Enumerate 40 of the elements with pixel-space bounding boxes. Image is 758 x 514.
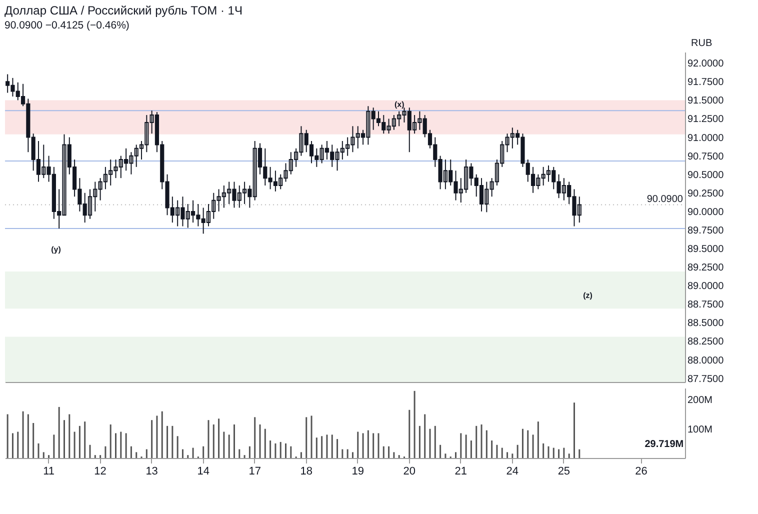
y-tick-label: 91.0000 xyxy=(688,132,724,144)
x-tick-label: 13 xyxy=(146,466,158,478)
annotation: 29.719M xyxy=(644,439,684,450)
y-tick-label: 100M xyxy=(688,424,713,436)
x-tick-label: 12 xyxy=(94,466,106,478)
y-tick-label: 88.0000 xyxy=(688,355,724,366)
y-tick-label: 88.2500 xyxy=(688,336,724,348)
y-tick-label: 89.0000 xyxy=(688,281,724,292)
y-tick-label: 89.5000 xyxy=(688,244,724,256)
x-tick-label: 25 xyxy=(558,466,570,478)
x-tick-label: 24 xyxy=(506,466,519,478)
annotation: (z) xyxy=(583,291,593,300)
y-tick-label: 88.5000 xyxy=(688,318,724,330)
y-tick-label: 88.7500 xyxy=(688,300,724,311)
x-tick-label: 20 xyxy=(403,466,416,478)
y-tick-label: 90.0000 xyxy=(688,206,724,218)
x-tick-label: 26 xyxy=(635,466,648,478)
chart-subtitle: 90.0900 −0.4125 (−0.46%) xyxy=(4,20,130,32)
x-tick-label: 17 xyxy=(248,466,261,478)
annotation: (y) xyxy=(51,245,62,254)
y-tick-label: 87.7500 xyxy=(688,374,724,385)
y-tick-label: 91.7500 xyxy=(688,77,724,88)
ref-line-label: 90.0900 xyxy=(646,194,684,205)
y-axis-title: RUB xyxy=(691,38,712,49)
annotation: (x) xyxy=(394,100,405,109)
chart-title: Доллар США / Российский рубль TOM · 1Ч xyxy=(4,4,242,18)
y-tick-label: 90.7500 xyxy=(688,151,724,162)
y-tick-label: 89.2500 xyxy=(688,262,724,274)
y-tick-label: 200M xyxy=(688,395,713,406)
y-tick-label: 91.5000 xyxy=(688,96,724,107)
y-tick-label: 89.7500 xyxy=(688,225,724,236)
x-tick-label: 19 xyxy=(352,466,364,478)
y-tick-label: 90.2500 xyxy=(688,188,724,200)
x-tick-label: 11 xyxy=(43,466,54,478)
y-tick-label: 91.2500 xyxy=(688,114,724,126)
x-tick-label: 18 xyxy=(300,466,312,478)
y-tick-label: 92.0000 xyxy=(688,58,724,70)
y-tick-label: 90.5000 xyxy=(688,170,724,181)
x-tick-label: 14 xyxy=(197,466,210,478)
x-tick-label: 21 xyxy=(454,466,468,478)
